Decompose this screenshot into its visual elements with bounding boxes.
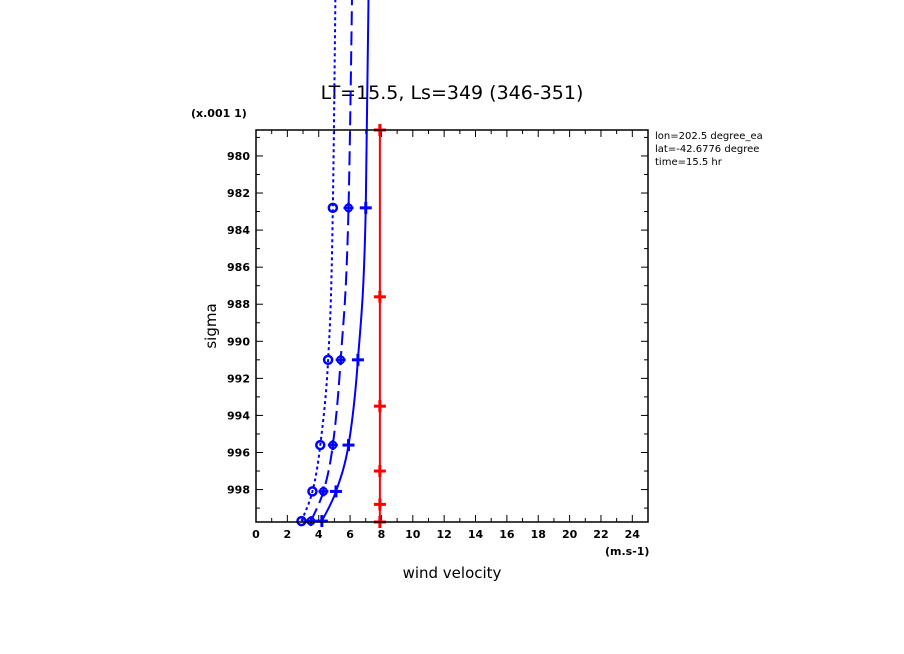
info-lon: lon=202.5 degree_ea [655,131,763,142]
data-point [335,354,346,365]
x-tick-label: 18 [531,528,546,541]
y-axis-label: sigma [202,303,220,348]
data-point [373,498,386,511]
x-tick-label: 22 [593,528,608,541]
series-line [309,0,353,522]
data-point [359,201,372,214]
info-lat: lat=-42.6776 degree [655,144,759,155]
y-unit-label: (x.001 1) [191,107,247,120]
data-point [373,400,386,413]
x-tick-label: 8 [378,528,386,541]
series-3 [315,0,372,528]
data-point [307,486,318,497]
data-point [322,354,334,366]
data-point [327,202,339,214]
data-point [305,516,316,527]
x-tick-label: 6 [346,528,354,541]
data-point [315,439,326,451]
x-tick-label: 14 [468,528,484,541]
y-tick-label: 980 [227,150,250,163]
y-tick-label: 990 [227,335,250,348]
x-tick-label: 10 [405,528,421,541]
data-point [342,439,355,452]
data-point [343,202,354,213]
data-point [327,440,338,451]
plot-frame [255,129,649,523]
chart-title: LT=15.5, Ls=349 (346-351) [321,82,584,104]
data-point [329,485,342,498]
info-time: time=15.5 hr [655,157,723,168]
data-point [373,290,386,303]
y-tick-label: 992 [227,372,250,385]
x-tick-label: 16 [499,528,515,541]
x-tick-label: 12 [437,528,452,541]
y-tick-label: 982 [227,187,250,200]
x-tick-label: 2 [284,528,292,541]
x-tick-label: 24 [625,528,641,541]
series-2 [305,0,354,527]
x-tick-label: 0 [252,528,260,541]
data-point [296,515,307,527]
y-tick-label: 988 [227,298,250,311]
series-1 [296,0,339,527]
y-tick-label: 994 [227,409,250,422]
y-tick-label: 984 [227,224,250,237]
data-point [318,486,329,497]
series-line [300,0,337,522]
data-point [373,465,386,478]
x-tick-label: 4 [315,528,323,541]
data-point [315,515,328,528]
y-tick-label: 998 [227,484,250,497]
y-tick-label: 986 [227,261,250,274]
x-tick-label: 20 [562,528,578,541]
data-point [351,353,364,366]
y-tick-label: 996 [227,446,250,459]
series-4 [373,124,386,528]
x-axis-label: wind velocity [403,564,502,582]
x-unit-label: (m.s-1) [605,545,649,558]
